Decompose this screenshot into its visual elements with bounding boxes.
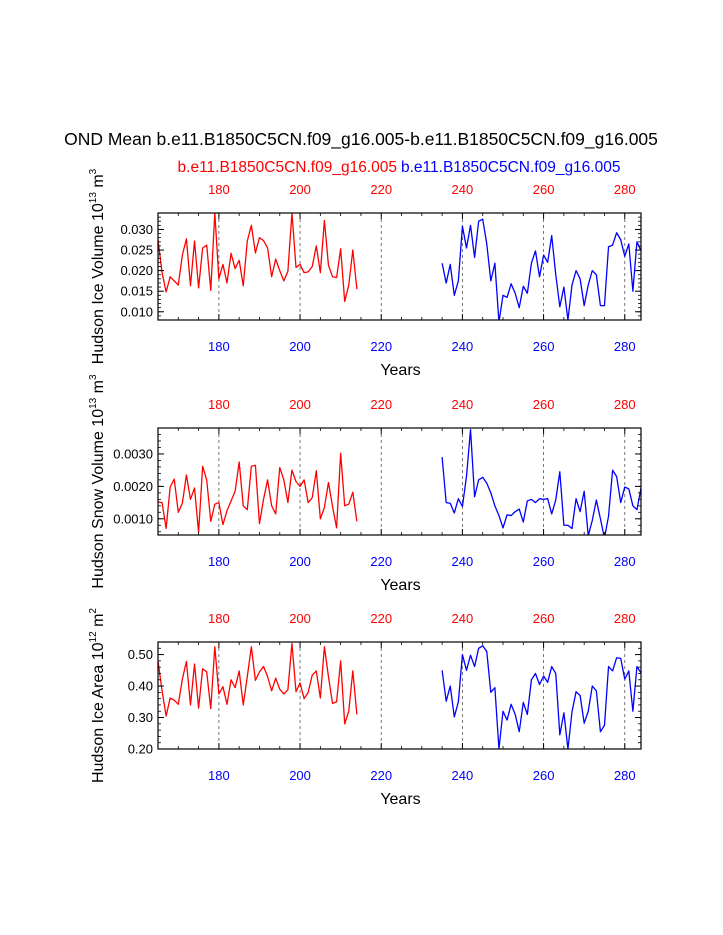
x-tick-label-bottom: 200 [289, 554, 311, 569]
x-tick-label-bottom: 280 [614, 554, 636, 569]
y-tick-label: 0.0010 [113, 511, 153, 526]
plot-frame [157, 427, 642, 536]
x-tick-label-top: 280 [614, 611, 636, 626]
y-tick-label: 0.020 [120, 263, 153, 278]
y-tick-label: 0.30 [128, 710, 153, 725]
x-tick-label-top: 180 [208, 611, 230, 626]
x-tick-label-bottom: 200 [289, 339, 311, 354]
series-line-case2 [441, 218, 641, 320]
x-tick-label-top: 200 [289, 611, 311, 626]
x-tick-label-top: 280 [614, 182, 636, 197]
y-tick-label: 0.015 [120, 284, 153, 299]
x-tick-label-top: 260 [533, 182, 555, 197]
x-tick-label-top: 220 [370, 611, 392, 626]
y-tick-label: 0.0030 [113, 446, 153, 461]
x-axis-label: Years [380, 362, 420, 379]
x-tick-label-top: 220 [370, 182, 392, 197]
x-tick-label-top: 240 [452, 611, 474, 626]
y-tick-label: 0.40 [128, 679, 153, 694]
x-tick-label-bottom: 280 [614, 768, 636, 783]
y-axis-label: Hudson Ice Volume 1013 m3 [88, 168, 107, 364]
chart-panel-ice-area: 0.20 0.30 0.40 0.50 180 180 200 200 220 220 240 240… [88, 608, 642, 808]
series-line-case1 [158, 452, 358, 534]
x-tick-label-bottom: 220 [370, 554, 392, 569]
x-axis-label: Years [380, 791, 420, 808]
case2-label: b.e11.B1850C5CN.f09_g16.005 [401, 159, 621, 176]
x-tick-label-bottom: 220 [370, 339, 392, 354]
x-tick-label-bottom: 240 [452, 768, 474, 783]
x-tick-label-bottom: 200 [289, 768, 311, 783]
x-tick-label-bottom: 260 [533, 339, 555, 354]
y-axis-label: Hudson Ice Area 1012 m2 [88, 608, 107, 783]
x-tick-label-bottom: 240 [452, 339, 474, 354]
x-tick-label-top: 260 [533, 397, 555, 412]
x-tick-label-top: 200 [289, 182, 311, 197]
series-line-case2 [441, 645, 641, 749]
x-tick-label-bottom: 180 [208, 339, 230, 354]
y-tick-label: 0.20 [128, 742, 153, 757]
chart-panel-ice-volume: 0.010 0.015 0.020 0.025 0.030 180 180 200 200 220… [88, 168, 642, 379]
series-line-case1 [158, 213, 358, 303]
x-tick-label-top: 240 [452, 397, 474, 412]
x-tick-label-top: 260 [533, 611, 555, 626]
chart-panel-snow-volume: 0.0010 0.0020 0.0030 180 180 200 200 220 220 240 2… [88, 374, 642, 594]
x-tick-label-top: 200 [289, 397, 311, 412]
x-tick-label-bottom: 180 [208, 768, 230, 783]
plot-frame [157, 212, 642, 321]
main-title: OND Mean b.e11.B1850C5CN.f09_g16.005-b.e… [64, 129, 658, 149]
x-tick-label-bottom: 260 [533, 768, 555, 783]
x-tick-label-top: 180 [208, 397, 230, 412]
x-tick-label-bottom: 240 [452, 554, 474, 569]
case1-label: b.e11.B1850C5CN.f09_g16.005 [177, 159, 397, 176]
x-tick-label-top: 240 [452, 182, 474, 197]
x-tick-label-bottom: 220 [370, 768, 392, 783]
plot-frame [157, 641, 642, 750]
series-line-case2 [441, 428, 641, 535]
y-tick-label: 0.010 [120, 304, 153, 319]
x-tick-label-bottom: 260 [533, 554, 555, 569]
x-tick-label-bottom: 180 [208, 554, 230, 569]
y-tick-label: 0.030 [120, 222, 153, 237]
x-tick-label-top: 220 [370, 397, 392, 412]
y-tick-label: 0.025 [120, 243, 153, 258]
y-tick-label: 0.0020 [113, 479, 153, 494]
series-line-case1 [158, 642, 358, 725]
x-axis-label: Years [380, 577, 420, 594]
x-tick-label-bottom: 280 [614, 339, 636, 354]
x-tick-label-top: 180 [208, 182, 230, 197]
y-axis-label: Hudson Snow Volume 1013 m3 [88, 374, 107, 589]
y-tick-label: 0.50 [128, 647, 153, 662]
x-tick-label-top: 280 [614, 397, 636, 412]
